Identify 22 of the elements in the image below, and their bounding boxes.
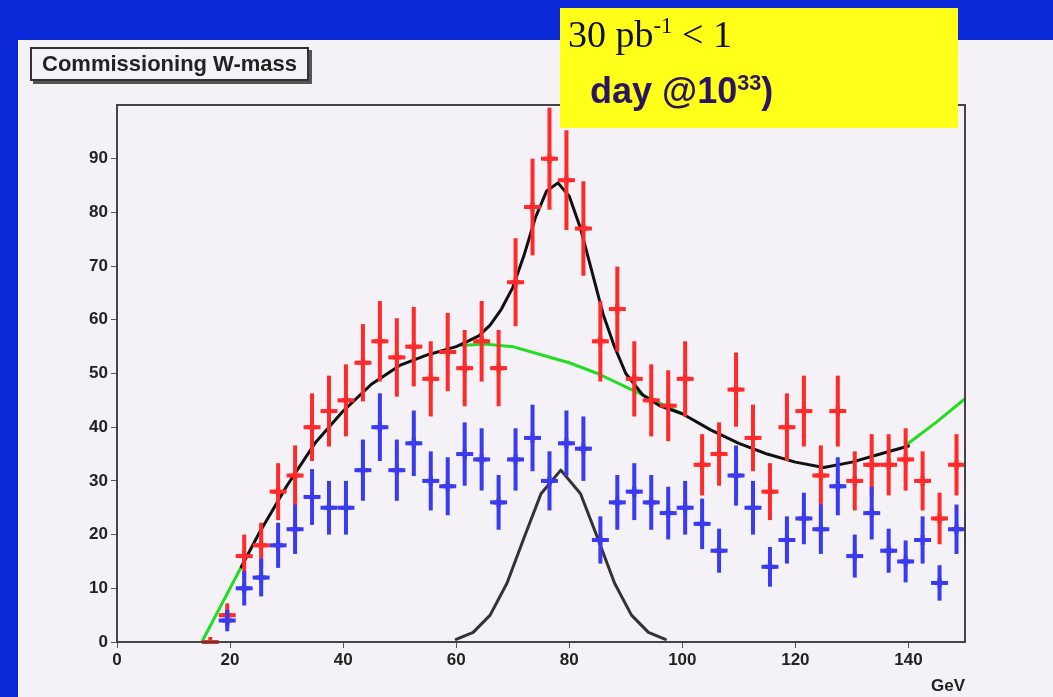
x-tick-label: 20 bbox=[220, 649, 240, 669]
x-tick-label: 60 bbox=[446, 649, 466, 669]
y-tick-label: 40 bbox=[89, 416, 108, 436]
x-axis-title: GeV bbox=[930, 676, 966, 696]
y-tick-label: 50 bbox=[89, 363, 108, 383]
chart-title: Commissioning W-mass bbox=[30, 47, 310, 81]
text: 30 pb$^{-1}$ < 1 bbox=[568, 12, 732, 56]
y-tick-label: 30 bbox=[89, 470, 108, 490]
x-tick-label: 100 bbox=[668, 649, 697, 669]
annotation: day @10$^{33}$) bbox=[590, 70, 774, 112]
x-tick-label: 120 bbox=[781, 649, 810, 669]
x-tick-label: 0 bbox=[112, 649, 122, 669]
x-tick-label: 140 bbox=[894, 649, 923, 669]
y-tick-label: 70 bbox=[89, 255, 108, 275]
y-tick-label: 90 bbox=[89, 148, 108, 168]
y-tick-label: 80 bbox=[89, 202, 108, 222]
y-tick-label: 20 bbox=[89, 524, 108, 544]
y-tick-label: 60 bbox=[89, 309, 108, 329]
x-tick-label: 40 bbox=[333, 649, 353, 669]
x-tick-label: 80 bbox=[559, 649, 579, 669]
y-tick-label: 10 bbox=[89, 577, 108, 597]
y-tick-label: 0 bbox=[98, 631, 108, 651]
